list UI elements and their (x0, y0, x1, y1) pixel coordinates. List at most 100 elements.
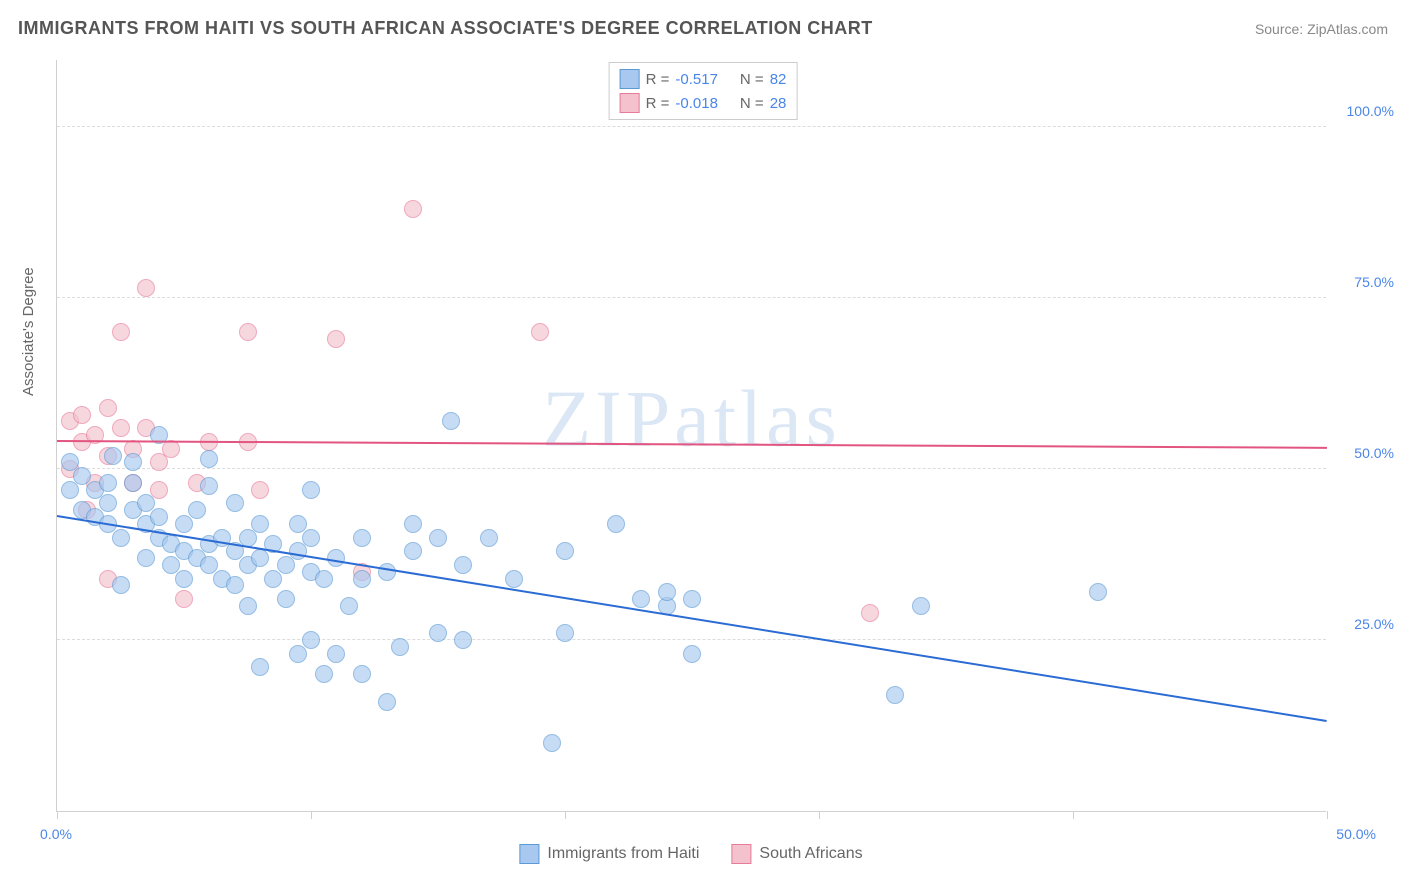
haiti-point (442, 412, 460, 430)
gridline (57, 639, 1326, 640)
legend-swatch (519, 844, 539, 864)
haiti-point (251, 549, 269, 567)
haiti-point (112, 529, 130, 547)
haiti-point (429, 624, 447, 642)
haiti-point (226, 576, 244, 594)
south-africa-point (150, 481, 168, 499)
haiti-point (658, 583, 676, 601)
haiti-point (99, 474, 117, 492)
haiti-point (353, 529, 371, 547)
haiti-point (404, 515, 422, 533)
r-label: R = (646, 95, 670, 112)
south-africa-point (239, 323, 257, 341)
legend-swatch (620, 69, 640, 89)
haiti-point (327, 645, 345, 663)
haiti-point (251, 515, 269, 533)
haiti-point (429, 529, 447, 547)
stats-legend-row: R = -0.517 N = 82 (620, 67, 787, 91)
haiti-point (327, 549, 345, 567)
stats-legend: R = -0.517 N = 82 R = -0.018 N = 28 (609, 62, 798, 120)
haiti-point (391, 638, 409, 656)
haiti-point (137, 549, 155, 567)
haiti-point (480, 529, 498, 547)
haiti-point (302, 481, 320, 499)
haiti-point (454, 631, 472, 649)
x-tick-label-max: 50.0% (1336, 826, 1376, 842)
south-africa-point (73, 406, 91, 424)
chart-header: IMMIGRANTS FROM HAITI VS SOUTH AFRICAN A… (18, 18, 1388, 39)
y-tick-label: 25.0% (1354, 616, 1394, 632)
legend-label: South Africans (759, 845, 862, 863)
haiti-point (683, 590, 701, 608)
haiti-point (404, 542, 422, 560)
south-africa-point (137, 279, 155, 297)
haiti-point (556, 624, 574, 642)
haiti-point (454, 556, 472, 574)
south-africa-point (861, 604, 879, 622)
haiti-point (543, 734, 561, 752)
haiti-point (289, 645, 307, 663)
haiti-point (302, 631, 320, 649)
south-africa-point (404, 200, 422, 218)
gridline (57, 126, 1326, 127)
haiti-point (124, 453, 142, 471)
south-africa-point (175, 590, 193, 608)
haiti-point (315, 665, 333, 683)
haiti-point (302, 529, 320, 547)
south-africa-point (150, 453, 168, 471)
x-tick (819, 811, 820, 819)
haiti-point (353, 665, 371, 683)
haiti-point (505, 570, 523, 588)
y-axis-title: Associate's Degree (20, 267, 37, 396)
haiti-point (150, 508, 168, 526)
haiti-point (200, 450, 218, 468)
haiti-point (175, 515, 193, 533)
x-tick (1327, 811, 1328, 819)
x-tick (1073, 811, 1074, 819)
y-tick-label: 75.0% (1354, 274, 1394, 290)
haiti-point (277, 590, 295, 608)
haiti-point (277, 556, 295, 574)
x-tick-label-min: 0.0% (40, 826, 72, 842)
haiti-point (607, 515, 625, 533)
haiti-point (188, 501, 206, 519)
haiti-point (632, 590, 650, 608)
south-africa-point (112, 323, 130, 341)
n-value: 28 (770, 95, 787, 112)
south-africa-point (327, 330, 345, 348)
legend-label: Immigrants from Haiti (547, 845, 699, 863)
r-value: -0.517 (675, 71, 718, 88)
haiti-point (683, 645, 701, 663)
haiti-point (251, 658, 269, 676)
y-tick-label: 100.0% (1347, 103, 1394, 119)
legend-swatch (620, 93, 640, 113)
r-value: -0.018 (675, 95, 718, 112)
source-prefix: Source: (1255, 21, 1307, 37)
n-value: 82 (770, 71, 787, 88)
n-label: N = (740, 71, 764, 88)
haiti-point (340, 597, 358, 615)
x-tick (311, 811, 312, 819)
haiti-point (99, 494, 117, 512)
haiti-point (353, 570, 371, 588)
haiti-point (104, 447, 122, 465)
haiti-point (175, 570, 193, 588)
haiti-trendline (57, 515, 1327, 722)
haiti-point (886, 686, 904, 704)
chart-title: IMMIGRANTS FROM HAITI VS SOUTH AFRICAN A… (18, 18, 873, 39)
haiti-point (289, 542, 307, 560)
haiti-point (315, 570, 333, 588)
n-label: N = (740, 95, 764, 112)
gridline (57, 468, 1326, 469)
haiti-point (61, 481, 79, 499)
scatter-chart: ZIPatlas 25.0%50.0%75.0%100.0% (56, 60, 1326, 812)
haiti-point (200, 477, 218, 495)
haiti-point (378, 693, 396, 711)
south-africa-point (531, 323, 549, 341)
watermark: ZIPatlas (542, 375, 841, 466)
south-africa-point (99, 399, 117, 417)
haiti-point (912, 597, 930, 615)
r-label: R = (646, 71, 670, 88)
haiti-point (124, 474, 142, 492)
haiti-point (556, 542, 574, 560)
